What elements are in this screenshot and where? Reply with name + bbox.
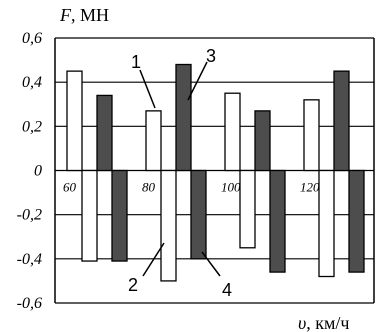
bar-series-1-80 [145, 110, 162, 172]
callout-leader-3 [187, 61, 208, 101]
y-tick-label: 0 [34, 163, 42, 180]
y-tick-labels: 0,6 0,4 0,2 0 -0,2 -0,4 -0,6 [17, 30, 42, 312]
bar-series-2-80 [160, 169, 177, 282]
bar-series-3-80 [175, 63, 192, 172]
y-tick-label: 0,4 [22, 74, 42, 91]
y-tick-label: 0,2 [22, 118, 42, 135]
bar-series-3-120 [333, 70, 350, 172]
callout-leader-1 [139, 69, 156, 109]
bar-series-1-100 [224, 92, 241, 172]
x-category-label: 120 [300, 180, 320, 195]
callout-leader-4 [201, 251, 221, 277]
bar-series-3-100 [254, 110, 271, 172]
bar-series-4-80 [190, 169, 207, 260]
callouts: 1 3 2 4 [128, 46, 232, 300]
plot-frame [54, 38, 375, 303]
x-category-labels: 60 80 100 120 [63, 180, 320, 195]
bar-series-2-120 [318, 169, 335, 278]
bar-series-2-100 [239, 169, 256, 249]
x-category-label: 80 [142, 180, 156, 195]
bar-series-3-60 [96, 94, 113, 172]
y-axis-title: F, МН [59, 5, 109, 25]
bar-series-4-120 [348, 169, 365, 273]
bar-series-2-60 [81, 169, 98, 262]
y-tick-label: -0,4 [17, 251, 42, 268]
callout-label-1: 1 [131, 52, 141, 72]
bar-series-1-60 [66, 70, 83, 172]
x-axis-title: υ, км/ч [298, 313, 349, 332]
x-category-label: 100 [221, 180, 241, 195]
bar-series-4-100 [269, 169, 286, 273]
y-tick-label: -0,2 [17, 207, 42, 224]
bars [66, 63, 365, 282]
callout-label-4: 4 [222, 280, 232, 300]
y-tick-label: 0,6 [22, 30, 42, 47]
callout-leader-2 [142, 242, 165, 277]
bar-series-1-120 [303, 99, 320, 172]
x-category-label: 60 [63, 180, 77, 195]
callout-label-3: 3 [206, 46, 216, 66]
y-tick-label: -0,6 [17, 295, 42, 312]
callout-label-2: 2 [128, 275, 138, 295]
bar-series-4-60 [111, 169, 128, 262]
